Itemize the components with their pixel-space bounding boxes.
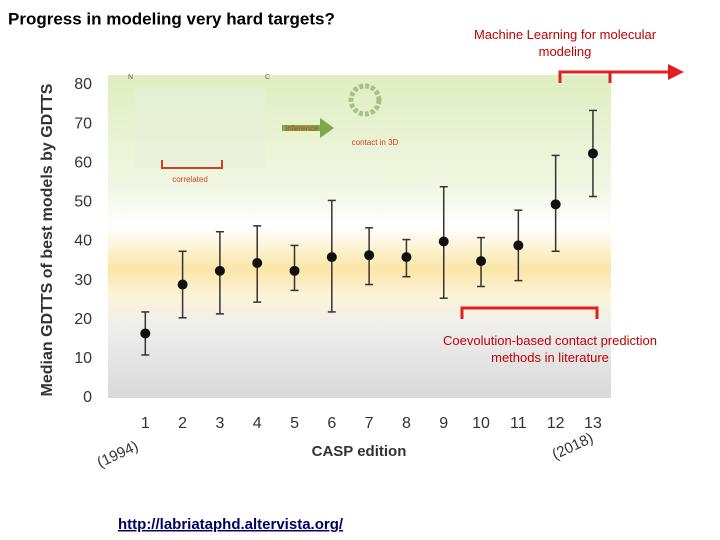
inset: N C correlated inference contact in 3D bbox=[128, 74, 399, 184]
point bbox=[587, 148, 598, 159]
x-axis-label: CASP edition bbox=[312, 443, 407, 460]
inset-arrow bbox=[282, 118, 334, 138]
x-tick-label: 2 bbox=[178, 415, 187, 432]
inset-protein bbox=[348, 83, 382, 117]
point bbox=[214, 265, 225, 276]
point bbox=[140, 328, 151, 339]
x-tick-label: 1 bbox=[141, 415, 150, 432]
point bbox=[177, 279, 188, 290]
y-tick-label: 70 bbox=[74, 115, 92, 132]
x-tick-label: 10 bbox=[472, 415, 490, 432]
ml-note-box: Machine Learning for molecular modeling bbox=[473, 27, 657, 59]
y-tick-label: 0 bbox=[83, 389, 92, 406]
x-tick-label: 11 bbox=[510, 415, 527, 432]
coev-note: Coevolution-based contact prediction met… bbox=[443, 333, 657, 365]
y-tick-label: 30 bbox=[74, 272, 92, 289]
coev-note-box: Coevolution-based contact prediction met… bbox=[443, 333, 657, 365]
coev-bracket bbox=[460, 306, 599, 319]
ml-arrowhead bbox=[668, 64, 684, 80]
y-tick-label: 50 bbox=[74, 194, 92, 211]
y-tick-label: 10 bbox=[74, 350, 92, 367]
end-year: (2018) bbox=[550, 430, 596, 464]
point bbox=[252, 258, 263, 269]
point bbox=[476, 256, 487, 267]
x-tick-label: 6 bbox=[327, 415, 336, 432]
inset-n: N bbox=[128, 74, 133, 81]
y-tick-label: 40 bbox=[74, 233, 92, 250]
x-tick-label: 4 bbox=[253, 415, 262, 432]
y-tick-label: 80 bbox=[74, 76, 92, 93]
x-tick-label: 12 bbox=[547, 415, 565, 432]
inset-alignment bbox=[135, 88, 265, 168]
point bbox=[550, 199, 561, 210]
x-tick-label: 3 bbox=[215, 415, 224, 432]
y-tick-label: 60 bbox=[74, 154, 92, 171]
point bbox=[289, 265, 300, 276]
x-tick-label: 5 bbox=[290, 415, 299, 432]
y-tick-label: 20 bbox=[74, 311, 92, 328]
point bbox=[364, 250, 375, 261]
inset-c: C bbox=[265, 74, 270, 81]
point bbox=[326, 252, 337, 263]
x-tick-label: 7 bbox=[365, 415, 374, 432]
start-year: (1994) bbox=[95, 438, 141, 472]
inset-inference: inference bbox=[286, 124, 319, 133]
source-url[interactable]: http://labriataphd.altervista.org/ bbox=[118, 516, 344, 533]
x-tick-label: 9 bbox=[439, 415, 448, 432]
inset-contact: contact in 3D bbox=[352, 138, 399, 147]
chart-title: Progress in modeling very hard targets? bbox=[8, 9, 335, 28]
x-tick-label: 8 bbox=[402, 415, 411, 432]
point bbox=[438, 236, 449, 247]
y-axis-label: Median GDTTS of best models by GDTTS bbox=[39, 83, 56, 396]
x-tick-label: 13 bbox=[584, 415, 602, 432]
point bbox=[513, 240, 524, 251]
ml-bracket bbox=[558, 70, 612, 83]
inset-bracket bbox=[161, 160, 223, 169]
point bbox=[401, 252, 412, 263]
ml-note: Machine Learning for molecular modeling bbox=[473, 27, 657, 59]
inset-correlated: correlated bbox=[172, 175, 208, 184]
